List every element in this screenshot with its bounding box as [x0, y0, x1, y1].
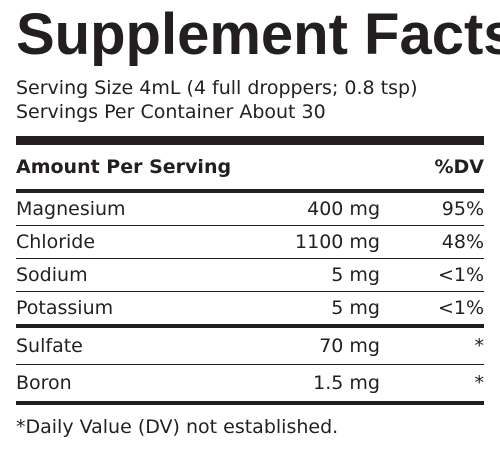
- nutrient-dv: <1%: [437, 264, 484, 286]
- nutrient-amount: 1100 mg: [295, 231, 380, 253]
- nutrient-dv: *: [474, 335, 485, 357]
- footer-divider: [16, 401, 484, 405]
- nutrient-row: Sodium 5 mg <1%: [16, 259, 484, 292]
- group-divider: [16, 324, 484, 328]
- amount-header: Amount Per Serving %DV: [16, 145, 484, 189]
- nutrient-amount: 400 mg: [307, 198, 380, 220]
- nutrient-group-2: Sulfate 70 mg * Boron 1.5 mg *: [16, 328, 484, 401]
- nutrient-row: Chloride 1100 mg 48%: [16, 226, 484, 259]
- dv-header-label: %DV: [434, 156, 484, 178]
- nutrient-dv: 48%: [441, 231, 484, 253]
- nutrient-name: Chloride: [16, 231, 96, 253]
- nutrient-row: Boron 1.5 mg *: [16, 365, 484, 401]
- nutrient-row: Magnesium 400 mg 95%: [16, 193, 484, 226]
- nutrient-group-1: Magnesium 400 mg 95% Chloride 1100 mg 48…: [16, 193, 484, 324]
- nutrient-name: Sodium: [16, 264, 88, 286]
- nutrient-name: Potassium: [16, 297, 114, 319]
- nutrient-dv: 95%: [441, 198, 484, 220]
- header-divider: [16, 189, 484, 193]
- nutrient-dv: <1%: [437, 297, 484, 319]
- servings-per-container: Servings Per Container About 30: [16, 101, 326, 123]
- nutrient-dv: *: [474, 372, 485, 394]
- thick-divider: [16, 136, 484, 145]
- nutrient-name: Magnesium: [16, 198, 126, 220]
- nutrient-row: Sulfate 70 mg *: [16, 328, 484, 365]
- nutrient-name: Boron: [16, 372, 72, 394]
- nutrient-amount: 5 mg: [331, 297, 380, 319]
- footnote: *Daily Value (DV) not established.: [16, 416, 339, 438]
- nutrient-amount: 5 mg: [331, 264, 380, 286]
- nutrient-name: Sulfate: [16, 335, 83, 357]
- nutrient-amount: 1.5 mg: [313, 372, 380, 394]
- amount-per-serving-label: Amount Per Serving: [16, 156, 232, 178]
- serving-size: Serving Size 4mL (4 full droppers; 0.8 t…: [16, 77, 418, 99]
- serving-info: Serving Size 4mL (4 full droppers; 0.8 t…: [16, 76, 484, 124]
- nutrient-row: Potassium 5 mg <1%: [16, 292, 484, 324]
- nutrient-amount: 70 mg: [319, 335, 380, 357]
- label-title: Supplement Facts: [16, 2, 500, 67]
